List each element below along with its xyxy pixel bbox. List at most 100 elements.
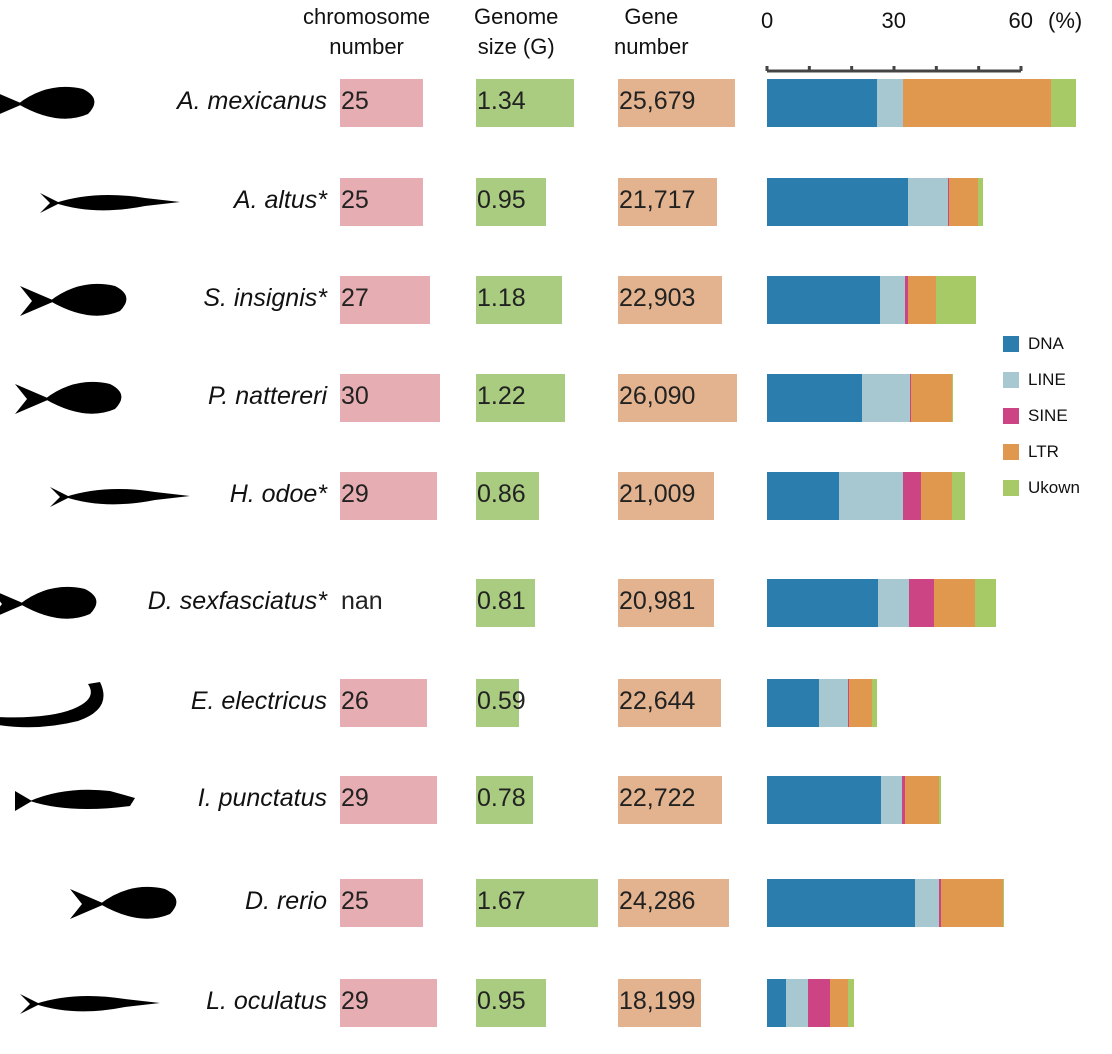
gene-number-value: 22,903 [619, 284, 696, 312]
header-line: Genome [474, 4, 559, 29]
legend-swatch [1003, 336, 1019, 352]
chromosome-value: nan [341, 587, 383, 615]
genome-size-value: 1.34 [477, 87, 526, 115]
gene-number-bar [618, 879, 729, 927]
repeat-bar-sine [847, 679, 849, 727]
chromosome-bar [340, 276, 430, 324]
fish-silhouette [0, 86, 95, 119]
legend-swatch [1003, 444, 1019, 460]
repeat-bar-ukown [951, 472, 966, 520]
species-row: L. oculatus 29 0.95 18,199 [0, 979, 1112, 1029]
repeat-bar-line [786, 979, 809, 1027]
chromosome-bar [340, 374, 440, 422]
chromosome-bar [340, 679, 427, 727]
species-row: P. nattereri 30 1.22 26,090 [0, 374, 1112, 424]
genome-size-bar [476, 776, 534, 824]
species-row: H. odoe* 29 0.86 21,009 [0, 472, 1112, 522]
repeat-bar-line [907, 178, 949, 226]
legend-swatch [1003, 372, 1019, 388]
genome-size-bar [476, 879, 599, 927]
pike-fish-icon [50, 487, 190, 507]
repeat-bar-line [877, 79, 903, 127]
header-line: chromosome [303, 4, 431, 29]
fish-silhouette [0, 586, 97, 619]
gene-number-value: 26,090 [619, 382, 696, 410]
chromosome-value: 25 [341, 186, 369, 214]
tetra-fish-icon [0, 86, 95, 119]
genome-size-bar [476, 79, 575, 127]
genome-size-value: 0.95 [477, 186, 526, 214]
repeat-bar-ukown [847, 979, 855, 1027]
repeat-bar-ukown [951, 374, 954, 422]
gene-number-value: 22,722 [619, 784, 696, 812]
legend-item-line: LINE [1003, 362, 1080, 398]
gene-number-bar [618, 79, 736, 127]
gene-number-bar [618, 472, 714, 520]
gene-number-bar [618, 579, 714, 627]
chromosome-bar [340, 178, 424, 226]
repeat-bar-ukown [1003, 879, 1005, 927]
repeat-bar-line [880, 776, 903, 824]
piranha-icon [15, 381, 122, 414]
repeat-bar-line [880, 276, 905, 324]
repeat-bar-sine [938, 879, 941, 927]
repeat-bar-dna [767, 979, 787, 1027]
genome-size-header: Genome size (G) [474, 2, 558, 62]
legend-item-sine: SINE [1003, 398, 1080, 434]
chromosome-value: 25 [341, 87, 369, 115]
chromosome-value: 25 [341, 887, 369, 915]
repeat-bar-ltr [934, 579, 975, 627]
chromosome-value: 29 [341, 480, 369, 508]
gene-number-value: 20,981 [619, 587, 696, 615]
repeat-bar-ukown [974, 579, 996, 627]
repeat-bar-ltr [949, 178, 978, 226]
species-row: A. mexicanus 25 1.34 25,679 [0, 79, 1112, 129]
repeat-bar-sine [902, 776, 905, 824]
repeat-bar-ukown [938, 776, 941, 824]
repeat-bar-ukown [871, 679, 878, 727]
gene-number-value: 24,286 [619, 887, 696, 915]
repeat-bar-dna [767, 178, 908, 226]
fish-silhouette [70, 886, 177, 919]
repeat-bar-dna [767, 374, 862, 422]
legend-item-ukown: Ukown [1003, 470, 1080, 506]
gene-number-bar [618, 178, 718, 226]
chromosome-value: 29 [341, 987, 369, 1015]
repeat-bar-line [915, 879, 939, 927]
repeat-bar-ukown [935, 276, 977, 324]
repeat-bar-line [861, 374, 911, 422]
chromosome-header: chromosome number [303, 2, 430, 62]
species-name: A. altus* [233, 186, 327, 214]
genome-size-value: 0.95 [477, 987, 526, 1015]
repeat-bar-line [838, 472, 903, 520]
fish-silhouette [20, 994, 160, 1014]
genome-size-value: 1.22 [477, 382, 526, 410]
species-row: S. insignis* 27 1.18 22,903 [0, 276, 1112, 326]
genome-size-value: 0.78 [477, 784, 526, 812]
gene-number-header: Gene number [614, 2, 689, 62]
repeat-bar-dna [767, 679, 820, 727]
catfish-icon [15, 789, 135, 811]
repeat-bar-ltr [940, 879, 1004, 927]
repeat-bar-ltr [905, 776, 939, 824]
chromosome-bar [340, 79, 424, 127]
fish-silhouette [15, 789, 135, 811]
repeat-bar-ltr [907, 276, 936, 324]
gene-number-value: 22,644 [619, 687, 696, 715]
axis-tick-label: 0 [761, 8, 774, 33]
repeat-bar-dna [767, 276, 881, 324]
repeat-bar-dna [767, 79, 878, 127]
repeat-bar-ltr [910, 374, 952, 422]
chromosome-value: 29 [341, 784, 369, 812]
repeat-bar-ltr [848, 679, 872, 727]
gene-number-value: 21,717 [619, 186, 696, 214]
axis-tick-label: 60 [1008, 8, 1033, 33]
species-name: S. insignis* [203, 284, 327, 312]
chromosome-bar [340, 472, 437, 520]
gene-number-bar [618, 979, 701, 1027]
genome-size-value: 1.18 [477, 284, 526, 312]
species-row: D. sexfasciatus* nan 0.81 20,981 [0, 579, 1112, 629]
legend-item-dna: DNA [1003, 326, 1080, 362]
gene-number-value: 18,199 [619, 987, 696, 1015]
header-line: number [329, 34, 404, 59]
